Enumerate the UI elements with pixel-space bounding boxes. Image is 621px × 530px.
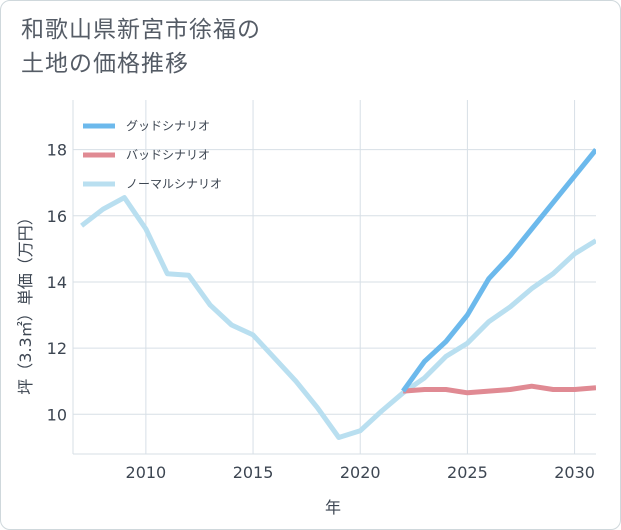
chart-title-line2: 土地の価格推移: [21, 51, 189, 77]
x-tick-label: 2020: [340, 463, 381, 482]
axis-ticks: 10 12 14 16 18 2010 2015 2020 2025 2030: [47, 141, 595, 482]
y-tick-label: 12: [47, 339, 67, 358]
x-tick-label: 2010: [126, 463, 167, 482]
y-tick-label: 10: [47, 405, 67, 424]
good-scenario-line: [401, 148, 596, 393]
x-tick-label: 2030: [554, 463, 595, 482]
series-lines: [80, 148, 596, 440]
x-axis-title: 年: [325, 498, 341, 517]
x-tick-label: 2025: [447, 463, 488, 482]
grid-lines: [72, 100, 596, 455]
y-tick-label: 16: [47, 207, 67, 226]
legend-item-bad-label: バッドシナリオ: [126, 148, 210, 162]
chart-title-line1: 和歌山県新宮市徐福の: [21, 17, 261, 43]
chart-title: 和歌山県新宮市徐福の 土地の価格推移: [21, 13, 441, 81]
normal-scenario-line: [80, 195, 596, 440]
y-tick-label: 18: [47, 141, 67, 160]
legend-item-normal-label: ノーマルシナリオ: [126, 177, 222, 191]
bad-scenario-line: [402, 383, 596, 396]
y-axis-title: 坪（3.3㎡）単価（万円）: [16, 209, 35, 394]
x-tick-label: 2015: [233, 463, 274, 482]
y-tick-label: 14: [47, 273, 67, 292]
legend-item-good-label: グッドシナリオ: [126, 119, 210, 133]
